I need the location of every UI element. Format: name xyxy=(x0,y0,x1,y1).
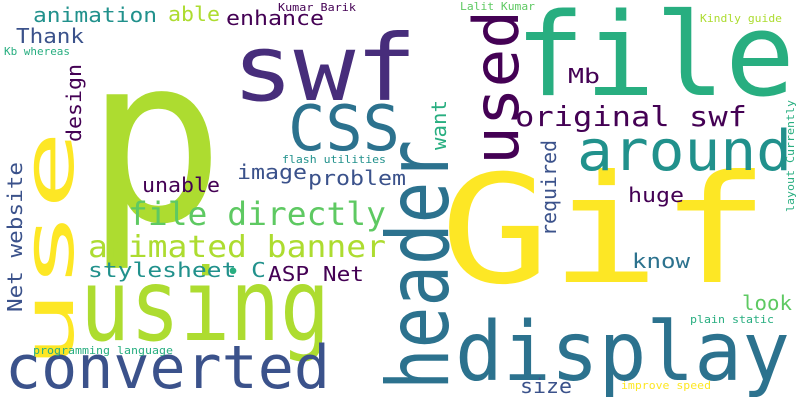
word-original-swf: original swf xyxy=(515,100,747,133)
word-kumar-barik: Kumar Barik xyxy=(278,1,356,14)
word-want: want xyxy=(427,100,451,150)
word-used: used xyxy=(460,10,533,165)
word-improve-speed: improve speed xyxy=(621,379,711,392)
word-around: around xyxy=(577,119,792,184)
word-plain-static: plain static xyxy=(690,313,774,326)
word-net-website: Net website xyxy=(3,162,27,312)
word-using: using xyxy=(80,247,330,364)
word-know: know xyxy=(632,249,691,273)
word-enhance: enhance xyxy=(226,6,324,30)
word-dot: • xyxy=(226,260,240,285)
word-gif: Gif xyxy=(440,144,770,318)
word-file: file xyxy=(515,0,795,123)
word-able: able xyxy=(168,2,220,26)
word-layout-currently: layout Currently xyxy=(784,100,797,212)
word-animation: animation xyxy=(33,3,157,27)
word-programming-language: programming language xyxy=(33,344,173,357)
word-flash-utilities: flash utilities xyxy=(282,153,386,166)
word-converted: converted xyxy=(5,333,330,400)
word-mb: Mb xyxy=(568,64,600,88)
word-lalit-kumar: Lalit Kumar xyxy=(460,0,535,13)
word-image: image xyxy=(237,160,307,184)
word-size: size xyxy=(520,374,572,398)
word-header: header xyxy=(369,140,469,390)
word-animated-banner: animated banner xyxy=(88,230,386,265)
word-huge: huge xyxy=(628,183,684,207)
word-look: look xyxy=(742,291,792,315)
word-kb-whereas: Kb whereas xyxy=(4,45,70,58)
word-thank: Thank xyxy=(16,24,84,48)
word-required: required xyxy=(537,140,561,236)
word-use: use xyxy=(8,130,90,370)
word-file-directly: file directly xyxy=(128,195,386,233)
word-p: p xyxy=(85,8,225,275)
word-asp-net: ASP Net xyxy=(268,262,364,286)
word-display: display xyxy=(455,305,790,400)
word-unable: unable xyxy=(142,173,220,197)
word-css: CSS xyxy=(288,92,400,165)
word-stylesheet-c: stylesheet C xyxy=(88,258,266,282)
word-problem: problem xyxy=(308,166,406,190)
word-kindly-guide: Kindly guide xyxy=(700,12,782,25)
word-design: design xyxy=(62,64,86,142)
word-swf: swf xyxy=(232,15,417,122)
